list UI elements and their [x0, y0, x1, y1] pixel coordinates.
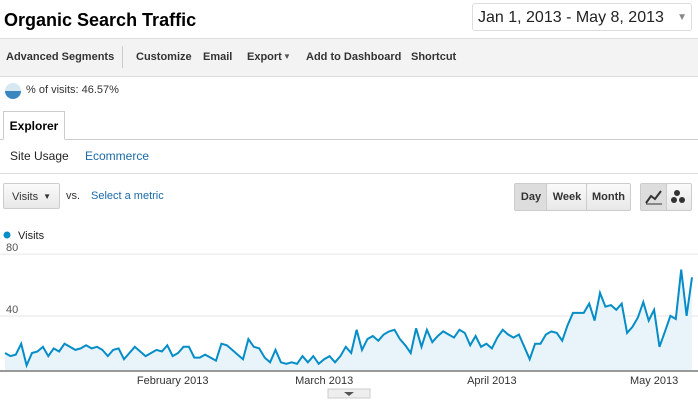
x-tick-label: March 2013 — [295, 375, 353, 387]
toolbar-item[interactable]: Customize — [136, 51, 192, 63]
x-tick-label: May 2013 — [630, 375, 678, 387]
date-range-text: Jan 1, 2013 - May 8, 2013 — [478, 9, 664, 26]
subtab[interactable]: Ecommerce — [85, 149, 150, 163]
date-range[interactable]: Jan 1, 2013 - May 8, 2013 ▼ — [472, 3, 692, 31]
chart-icons — [645, 190, 685, 205]
segment-icon — [5, 83, 21, 99]
toolbar-item[interactable]: Shortcut — [411, 51, 457, 63]
toolbar-item[interactable]: Export — [247, 51, 282, 63]
collapse-arrow — [344, 392, 354, 396]
metric-dropdown[interactable]: Visits ▼ — [3, 183, 60, 209]
vs-label: vs. — [66, 190, 81, 202]
toolbar-item[interactable]: Advanced Segments — [6, 51, 115, 63]
tab[interactable]: Explorer — [3, 111, 65, 140]
segment-label: % of visits: 46.57% — [26, 84, 119, 96]
legend-label: Visits — [18, 230, 45, 242]
subtab[interactable]: Site Usage — [10, 149, 69, 163]
page-title: Organic Search Traffic — [4, 10, 197, 30]
toolbar — [0, 38, 698, 77]
y-tick-label: 80 — [6, 242, 18, 254]
line — [4, 269, 693, 369]
metric: Visits — [12, 191, 39, 203]
granularity-button[interactable]: Month — [586, 183, 631, 211]
select-metric[interactable]: Select a metric — [91, 190, 164, 202]
toolbar-item[interactable]: Add to Dashboard — [306, 51, 402, 63]
toolbar-item[interactable]: Email — [203, 51, 233, 63]
granularity-button[interactable]: Day — [514, 183, 548, 211]
y-tick-label: 40 — [6, 304, 18, 316]
x-tick-label: February 2013 — [137, 375, 209, 387]
x-tick-label: April 2013 — [467, 375, 517, 387]
legend-marker — [3, 231, 11, 239]
area — [5, 269, 692, 370]
motion-chart-button[interactable] — [666, 183, 692, 211]
